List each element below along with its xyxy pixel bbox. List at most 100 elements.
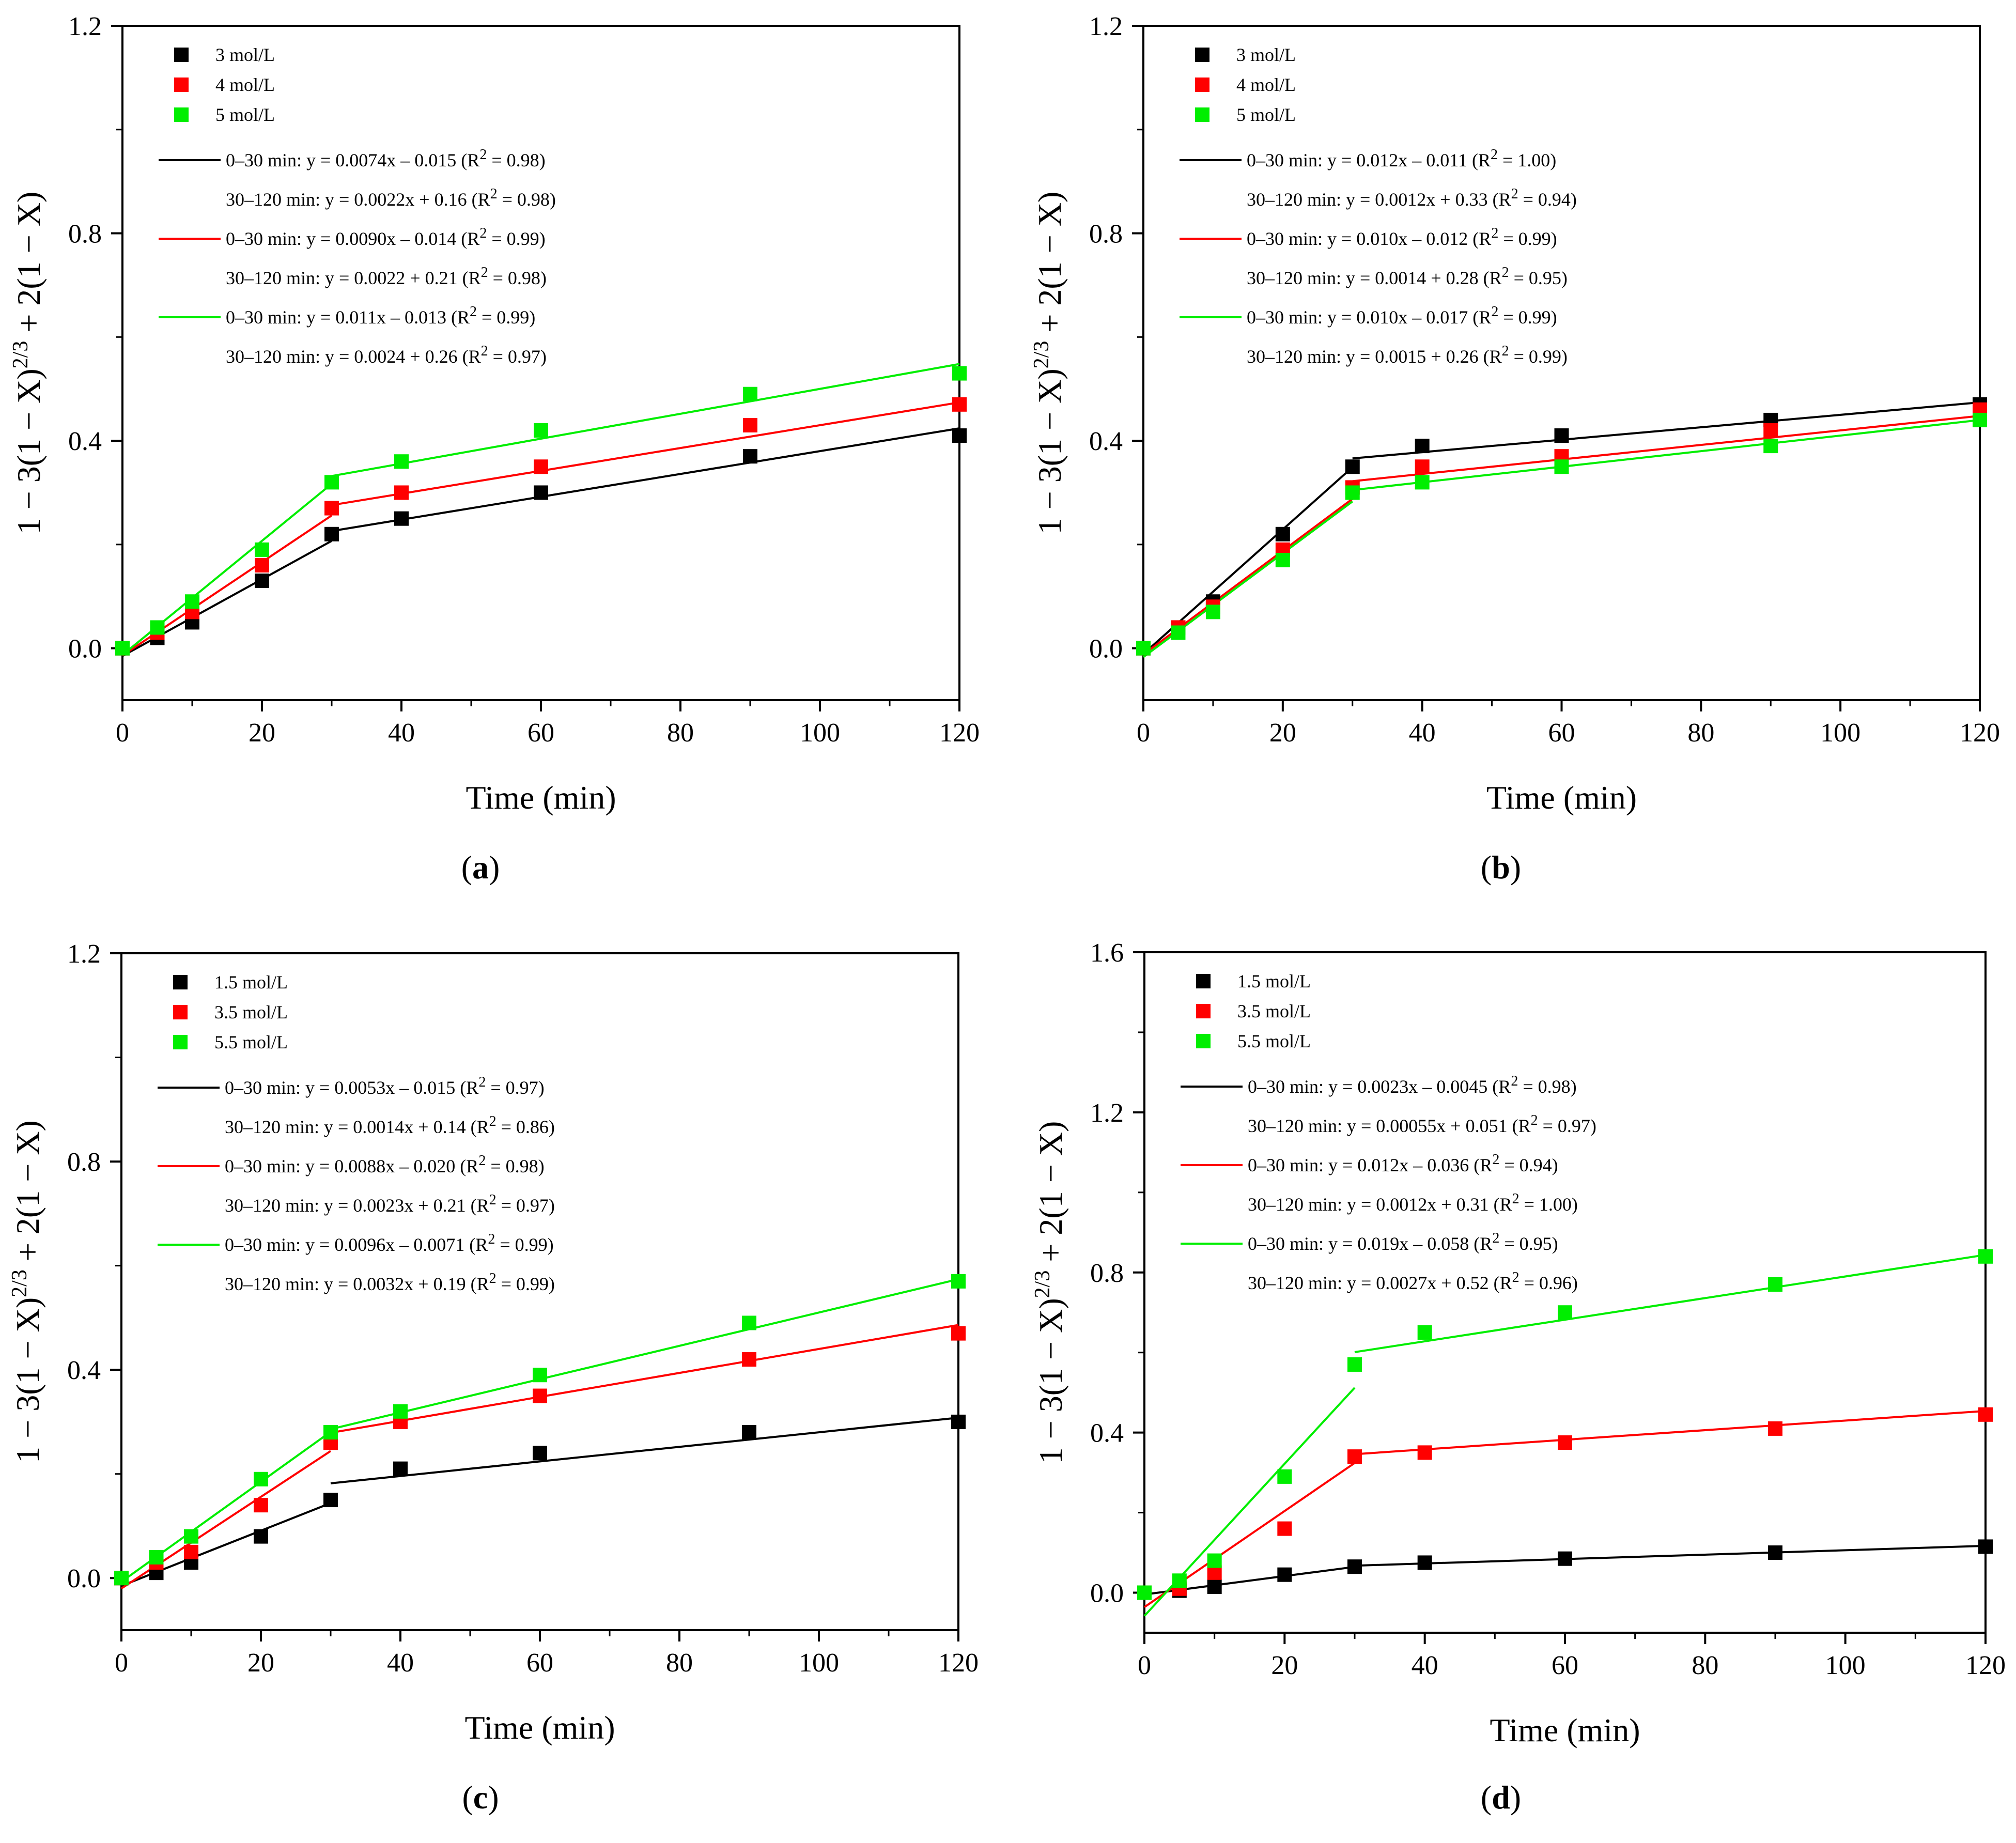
data-point-d-series1 bbox=[1277, 1521, 1292, 1536]
x-tick-label: 120 bbox=[938, 1648, 979, 1678]
x-axis-title: Time (min) bbox=[466, 779, 616, 816]
x-tick-label: 80 bbox=[667, 718, 694, 748]
legend-label: 3 mol/L bbox=[1236, 44, 1296, 65]
data-point-a-series1 bbox=[255, 558, 269, 572]
data-point-d-series0 bbox=[1277, 1567, 1292, 1582]
fit-line-b-series0-seg1 bbox=[1352, 401, 1980, 460]
data-point-d-series2 bbox=[1978, 1249, 1993, 1264]
fit-equation-label: 0–30 min: y = 0.0053x – 0.015 (R2 = 0.97… bbox=[225, 1074, 545, 1098]
y-tick-label: 0.4 bbox=[67, 1356, 101, 1385]
legend-label: 3 mol/L bbox=[215, 44, 275, 65]
x-tick-label: 100 bbox=[799, 1648, 839, 1678]
data-point-c-series1 bbox=[742, 1352, 756, 1367]
data-point-c-series2 bbox=[149, 1550, 164, 1565]
fit-line-d-series1-seg1 bbox=[1354, 1410, 1986, 1455]
fit-equation-label: 0–30 min: y = 0.011x – 0.013 (R2 = 0.99) bbox=[226, 304, 535, 328]
panel-label: (a) bbox=[461, 849, 500, 886]
data-point-a-series2 bbox=[394, 454, 409, 469]
x-axis-title: Time (min) bbox=[1486, 779, 1637, 816]
data-point-a-series0 bbox=[534, 485, 548, 500]
fit-equation-label: 0–30 min: y = 0.010x – 0.012 (R2 = 0.99) bbox=[1247, 225, 1557, 249]
fit-line-c-series2-seg1 bbox=[330, 1278, 959, 1430]
y-tick-label: 0.8 bbox=[68, 220, 102, 249]
legend-marker bbox=[174, 78, 189, 92]
data-point-a-series2 bbox=[115, 641, 130, 656]
chart-panel-b: 0 20 40 60 80 100 120 0.0 0.4 0.8 1.2 Time (min) 1 −… bbox=[1030, 12, 2000, 886]
y-tick-label: 0.0 bbox=[1090, 1579, 1124, 1608]
data-point-a-series1 bbox=[952, 397, 967, 412]
x-tick-label: 60 bbox=[1552, 1651, 1578, 1680]
x-tick-label: 60 bbox=[526, 1648, 553, 1678]
data-point-a-series0 bbox=[743, 449, 757, 464]
y-axis-title: 1 − 3(1 − X)2/3 + 2(1 − X) bbox=[1030, 192, 1068, 535]
x-tick-label: 60 bbox=[528, 718, 554, 748]
data-point-c-series0 bbox=[533, 1446, 547, 1461]
legend-marker bbox=[174, 48, 189, 62]
data-point-a-series0 bbox=[394, 511, 409, 526]
y-tick-label: 1.2 bbox=[67, 939, 101, 969]
data-point-a-series2 bbox=[534, 423, 548, 438]
legend-marker bbox=[173, 1035, 188, 1049]
fit-equation-label: 30–120 min: y = 0.0014 + 0.28 (R2 = 0.95… bbox=[1247, 265, 1568, 288]
legend-marker bbox=[1195, 48, 1209, 62]
data-point-a-series2 bbox=[743, 386, 757, 401]
legend-label: 5.5 mol/L bbox=[1237, 1031, 1311, 1051]
data-point-d-series0 bbox=[1417, 1555, 1432, 1570]
data-point-a-series0 bbox=[324, 526, 339, 541]
data-point-c-series2 bbox=[533, 1368, 547, 1383]
data-point-b-series2 bbox=[1973, 412, 1987, 427]
data-point-d-series2 bbox=[1558, 1305, 1572, 1320]
data-point-d-series1 bbox=[1347, 1449, 1362, 1464]
data-point-b-series2 bbox=[1345, 485, 1360, 500]
x-tick-label: 20 bbox=[1269, 718, 1296, 748]
chart-panel-d: 0 20 40 60 80 100 120 0.0 0.4 0.8 1.2 1.6 Time (min)… bbox=[1031, 938, 2006, 1816]
data-point-c-series2 bbox=[254, 1472, 268, 1486]
y-tick-label: 1.2 bbox=[1090, 1098, 1124, 1128]
x-tick-label: 0 bbox=[115, 1648, 128, 1678]
x-tick-label: 80 bbox=[1692, 1651, 1718, 1680]
fit-equation-label: 0–30 min: y = 0.0023x – 0.0045 (R2 = 0.9… bbox=[1248, 1073, 1577, 1097]
panel-label: (d) bbox=[1481, 1779, 1521, 1816]
legend-label: 5 mol/L bbox=[1236, 104, 1296, 125]
x-tick-label: 80 bbox=[1687, 718, 1714, 748]
legend-marker bbox=[1196, 974, 1211, 988]
y-tick-label: 1.2 bbox=[68, 12, 102, 41]
data-point-d-series1 bbox=[1978, 1407, 1993, 1422]
legend-marker bbox=[173, 1005, 188, 1019]
data-point-a-series1 bbox=[534, 459, 548, 474]
data-point-b-series2 bbox=[1275, 552, 1290, 567]
y-tick-label: 0.4 bbox=[1089, 427, 1123, 456]
data-point-a-series0 bbox=[255, 574, 269, 588]
y-axis-title: 1 − 3(1 − X)2/3 + 2(1 − X) bbox=[8, 1120, 46, 1463]
data-point-d-series2 bbox=[1207, 1553, 1222, 1568]
data-point-a-series2 bbox=[324, 475, 339, 490]
fit-equation-label: 30–120 min: y = 0.0014x + 0.14 (R2 = 0.8… bbox=[225, 1113, 555, 1137]
y-tick-label: 0.0 bbox=[67, 1564, 101, 1593]
data-point-a-series1 bbox=[743, 417, 757, 432]
data-point-b-series0 bbox=[1275, 526, 1290, 541]
data-point-b-series2 bbox=[1554, 459, 1569, 474]
data-point-d-series0 bbox=[1207, 1579, 1222, 1594]
x-tick-label: 40 bbox=[387, 1648, 414, 1678]
data-point-d-series0 bbox=[1978, 1539, 1993, 1554]
fit-line-d-series0-seg1 bbox=[1354, 1544, 1986, 1567]
data-point-c-series0 bbox=[742, 1425, 756, 1440]
panel-label: (b) bbox=[1481, 849, 1521, 886]
x-tick-label: 0 bbox=[1138, 1651, 1151, 1680]
legend-marker bbox=[173, 975, 188, 989]
x-tick-label: 20 bbox=[1271, 1651, 1298, 1680]
y-tick-label: 0.4 bbox=[1090, 1419, 1124, 1448]
fit-line-a-series0-seg1 bbox=[331, 427, 960, 532]
fit-equation-label: 0–30 min: y = 0.012x – 0.036 (R2 = 0.94) bbox=[1248, 1152, 1558, 1175]
y-axis-title: 1 − 3(1 − X)2/3 + 2(1 − X) bbox=[1031, 1121, 1069, 1464]
fit-line-a-series1-seg1 bbox=[331, 401, 960, 506]
data-point-a-series2 bbox=[150, 620, 165, 635]
data-point-c-series1 bbox=[184, 1544, 198, 1559]
data-point-c-series1 bbox=[254, 1498, 268, 1513]
x-tick-label: 60 bbox=[1548, 718, 1575, 748]
y-tick-label: 0.8 bbox=[67, 1148, 101, 1177]
data-point-a-series1 bbox=[324, 501, 339, 516]
data-point-b-series2 bbox=[1136, 641, 1151, 656]
fit-equation-label: 30–120 min: y = 0.00055x + 0.051 (R2 = 0… bbox=[1248, 1112, 1596, 1136]
